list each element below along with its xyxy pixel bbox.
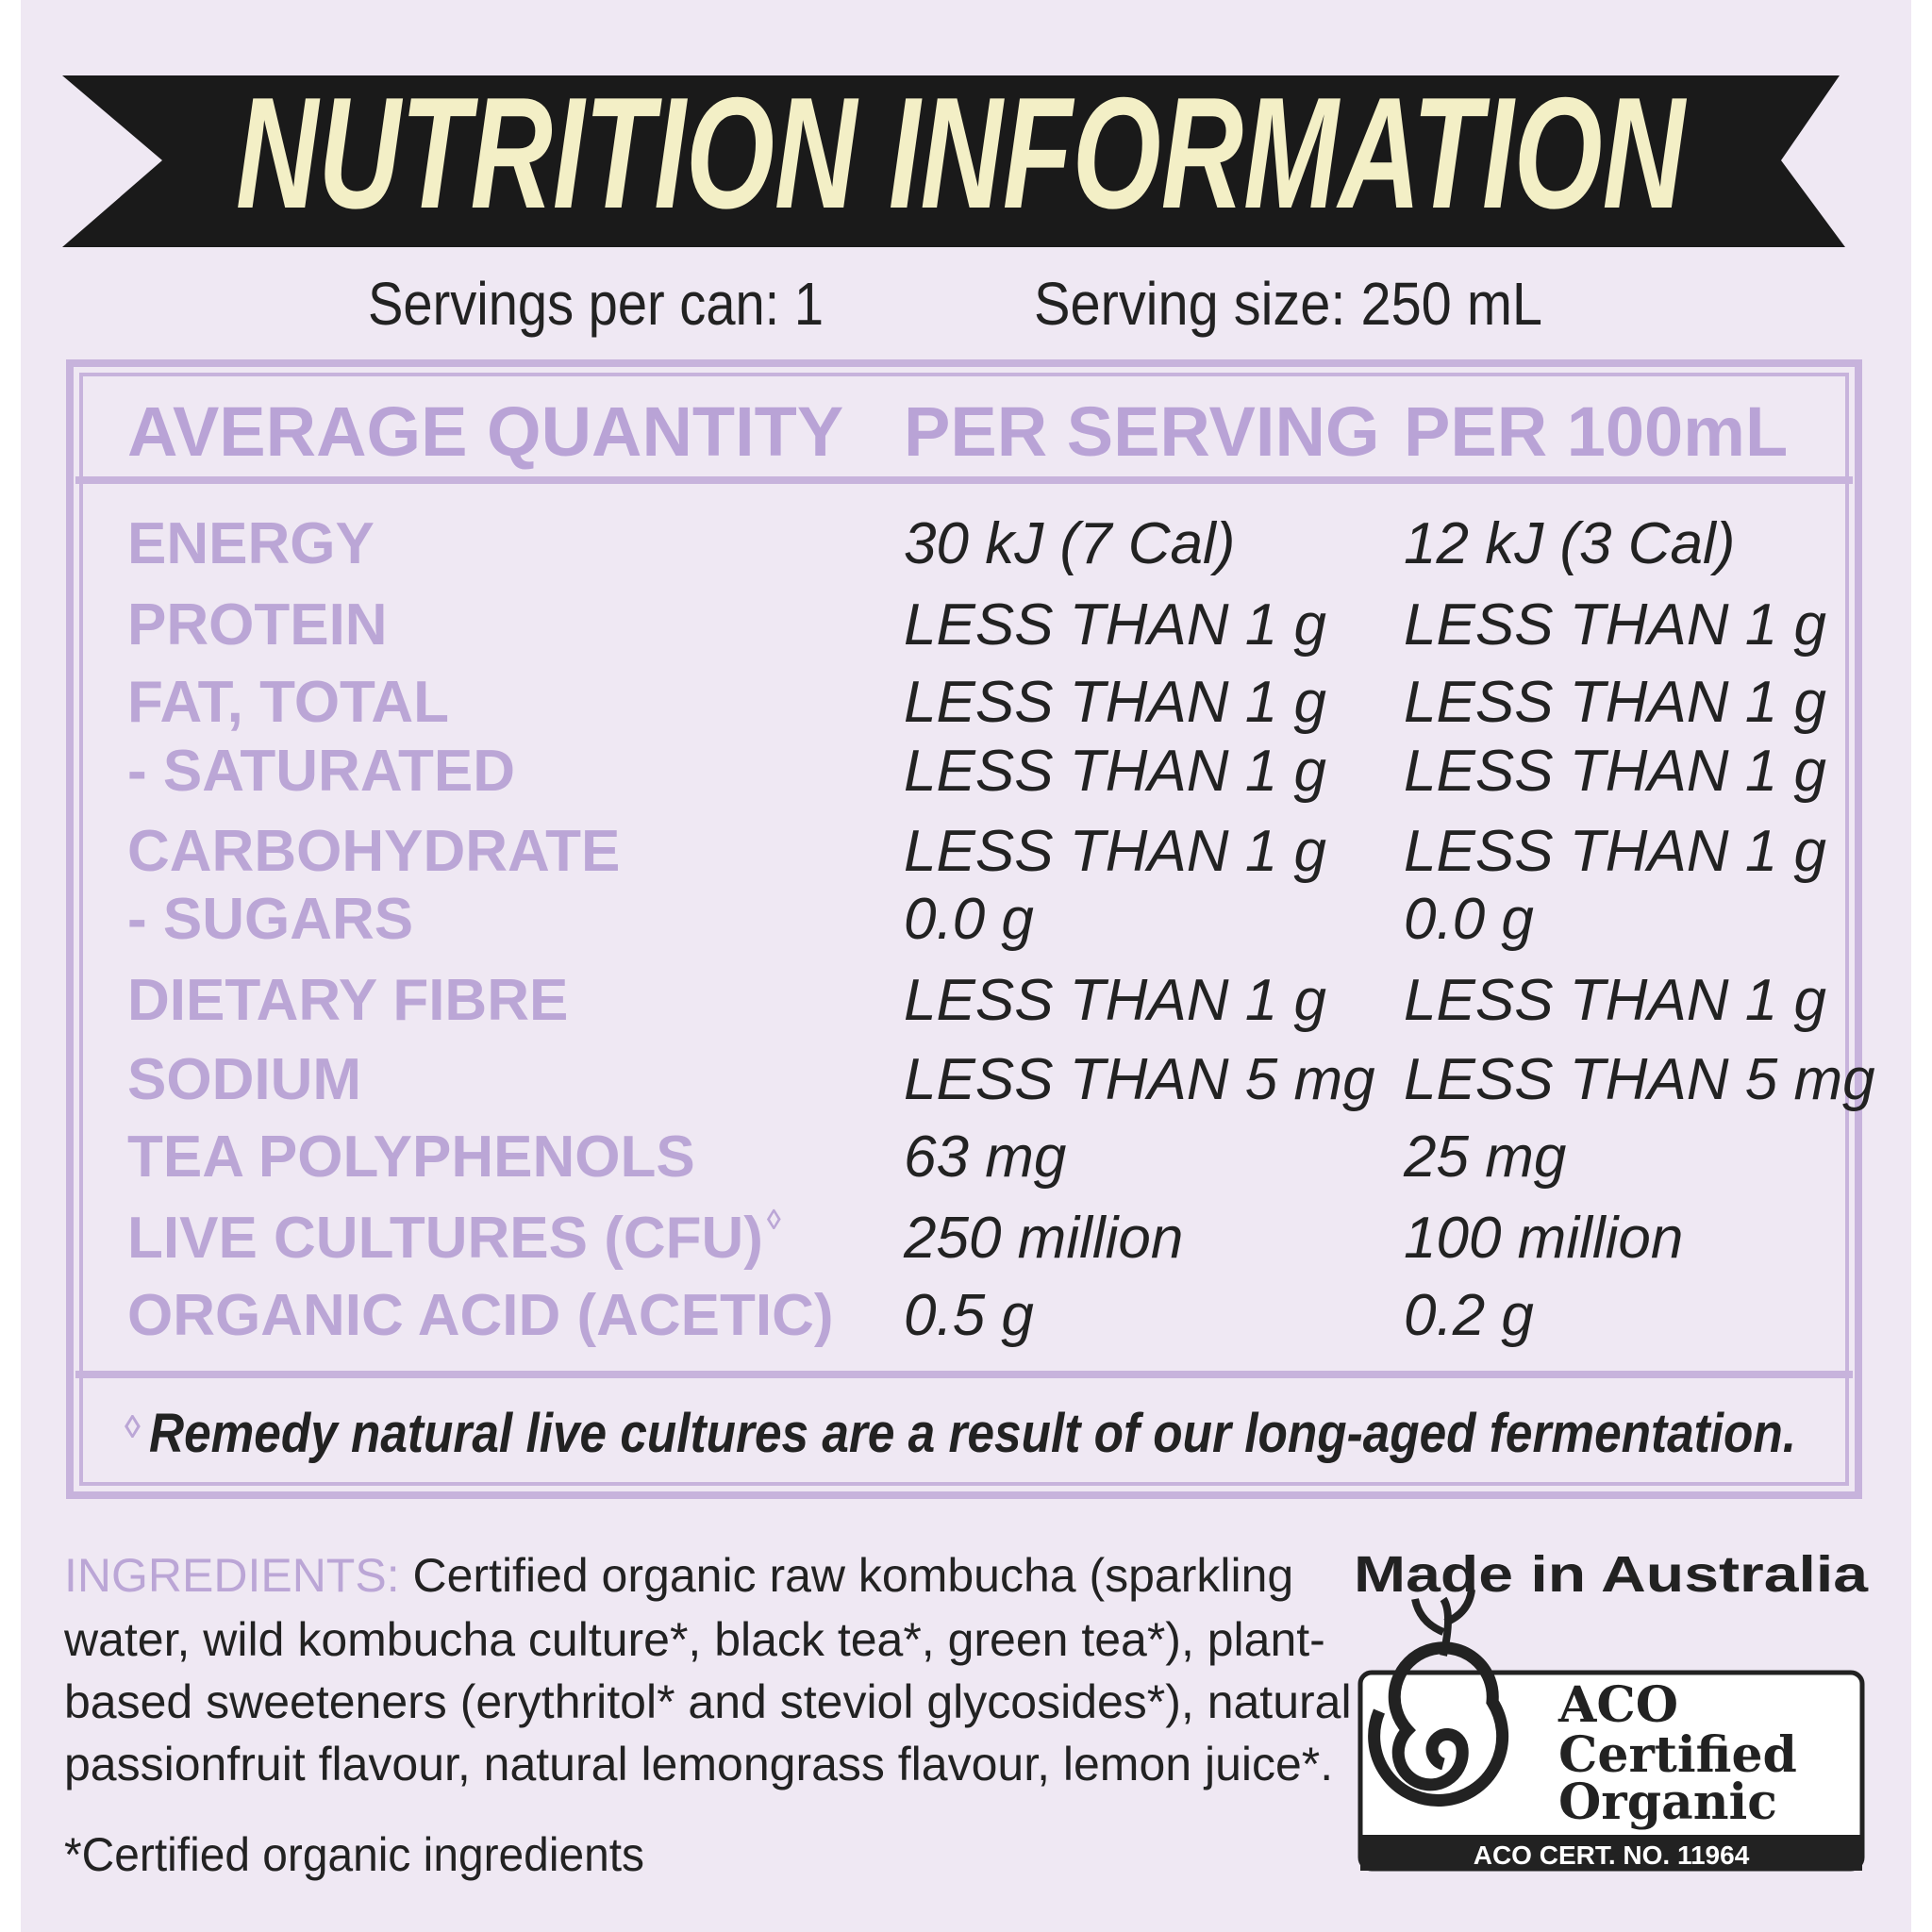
aco-logo [1368, 1589, 1509, 1807]
footnote-marker: ◊ [125, 1409, 141, 1445]
ingredients-line: based sweeteners (erythritol* and stevio… [64, 1675, 1352, 1728]
ingredients-text: Certified organic raw kombucha (sparklin… [400, 1549, 1294, 1602]
row-label: SODIUM [127, 1047, 361, 1112]
row-value: LESS THAN 1 g [1404, 592, 1826, 658]
table: AVERAGE QUANTITY PER SERVING PER 100mL ENER… [127, 392, 1875, 1348]
row-label: ORGANIC ACID (ACETIC) [127, 1283, 834, 1348]
row-value: LESS THAN 1 g [1404, 968, 1826, 1033]
column-header: PER 100mL [1404, 392, 1788, 471]
row-value: LESS THAN 1 g [904, 968, 1326, 1033]
title-banner [62, 75, 1845, 247]
row-value: 0.0 g [904, 887, 1034, 952]
cert-band [1360, 1835, 1862, 1871]
row-value: 0.5 g [904, 1283, 1034, 1348]
row-label: CARBOHYDRATE [127, 819, 620, 884]
row-label: LIVE CULTURES (CFU) [127, 1206, 763, 1271]
row-label: ENERGY [127, 511, 375, 576]
row-value: LESS THAN 5 mg [904, 1047, 1375, 1112]
row-label: FAT, TOTAL [127, 670, 449, 735]
column-header: PER SERVING [904, 392, 1379, 471]
ingredients: INGREDIENTS: Certified organic raw kombu… [63, 1549, 1352, 1790]
row-value: 12 kJ (3 Cal) [1404, 511, 1735, 576]
row-value: LESS THAN 1 g [904, 592, 1326, 658]
row-label: TEA POLYPHENOLS [127, 1124, 695, 1190]
ingredients-note: *Certified organic ingredients [64, 1828, 644, 1881]
row-value: 63 mg [904, 1124, 1066, 1190]
row-value: LESS THAN 1 g [904, 670, 1326, 735]
ingredients-text: based sweeteners (erythritol* and stevio… [64, 1675, 1352, 1728]
column-header: AVERAGE QUANTITY [127, 392, 843, 471]
made-in: Made in Australia [1354, 1546, 1869, 1603]
row-value: 250 million [903, 1206, 1183, 1271]
cert-line: Certified [1558, 1726, 1797, 1784]
row-value: LESS THAN 5 mg [1404, 1047, 1875, 1112]
ingredients-text: passionfruit flavour, natural lemongrass… [64, 1738, 1333, 1790]
row-value: LESS THAN 1 g [904, 739, 1326, 804]
cert-line: ACO [1557, 1676, 1678, 1734]
row-label: - SATURATED [127, 739, 515, 804]
row-value: 0.2 g [1404, 1283, 1534, 1348]
row-label: DIETARY FIBRE [127, 968, 568, 1033]
ingredients-line: INGREDIENTS: Certified organic raw kombu… [64, 1549, 1293, 1602]
title: NUTRITION INFORMATION [236, 64, 1688, 242]
ingredients-label: INGREDIENTS: [64, 1549, 400, 1602]
row-value: LESS THAN 1 g [904, 819, 1326, 884]
row-label: - SUGARS [127, 887, 413, 952]
ingredients-text: water, wild kombucha culture*, black tea… [63, 1613, 1325, 1666]
row-value: 25 mg [1403, 1124, 1566, 1190]
row-value: LESS THAN 1 g [1404, 819, 1826, 884]
cert-number: ACO CERT. NO. 11964 [1474, 1840, 1750, 1870]
serving-size: Serving size: 250 mL [1034, 270, 1542, 338]
servings-per-can: Servings per can: 1 [368, 270, 824, 338]
row-value: 30 kJ (7 Cal) [904, 511, 1235, 576]
row-value: 100 million [1404, 1206, 1683, 1271]
row-marker: ◊ [767, 1205, 781, 1236]
row-value: LESS THAN 1 g [1404, 739, 1826, 804]
table-inner-border [79, 373, 1849, 1486]
row-value: LESS THAN 1 g [1404, 670, 1826, 735]
background [21, 0, 1911, 1932]
cert-line: Organic [1558, 1774, 1777, 1831]
ingredients-line: water, wild kombucha culture*, black tea… [63, 1613, 1325, 1666]
footnote: Remedy natural live cultures are a resul… [149, 1403, 1796, 1464]
ingredients-line: passionfruit flavour, natural lemongrass… [64, 1738, 1333, 1790]
table-border [66, 359, 1862, 1499]
row-value: 0.0 g [1404, 887, 1534, 952]
row-label: PROTEIN [127, 592, 388, 658]
